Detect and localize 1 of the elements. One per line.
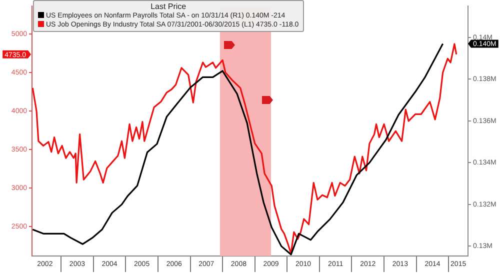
legend-title: Last Price — [150, 2, 188, 12]
